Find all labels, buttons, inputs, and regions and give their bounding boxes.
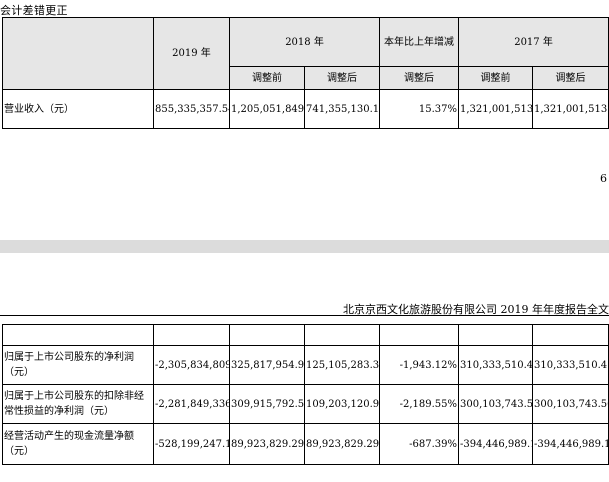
header-2018-after: 调整后 <box>303 66 381 90</box>
row-label: 归属于上市公司股东的扣除非经常性损益的净利润（元） <box>2 384 154 424</box>
header-blank-cell <box>2 17 154 90</box>
header-2017-before: 调整前 <box>458 66 534 90</box>
cell-2018-after: 89,923,829.29 <box>304 423 380 465</box>
cell-2019: -528,199,247.16 <box>153 423 230 465</box>
header-2018: 2018 年 <box>228 17 381 67</box>
cell-2017-after: 300,103,743.50 <box>532 384 609 424</box>
header-2017-after: 调整后 <box>532 66 609 90</box>
cell-2019: 855,335,357.54 <box>153 89 230 129</box>
header-2017: 2017 年 <box>458 17 609 67</box>
restatement-table-top: 2019 年 2018 年 本年比上年增减 2017 年 调整前 调整后 调整后… <box>2 17 609 129</box>
cell-2017-before: 1,321,001,513.90 <box>458 89 534 129</box>
cell-2018-after: 109,203,120.94 <box>304 384 380 424</box>
cell-yoy: -1,943.12% <box>379 345 459 385</box>
header-2019: 2019 年 <box>153 17 230 90</box>
cell-2018-before: 309,915,792.55 <box>229 384 305 424</box>
page-number: 6 <box>600 172 607 185</box>
cell-2019: -2,305,834,809.46 <box>153 345 230 385</box>
row-label: 营业收入（元） <box>2 89 154 129</box>
header-yoy: 本年比上年增减 <box>379 17 460 67</box>
cell-2019: -2,281,849,336.65 <box>153 384 230 424</box>
cell-2018-after: 125,105,283.36 <box>304 345 380 385</box>
cell-yoy: -687.39% <box>379 423 459 465</box>
cell-2017-before: -394,446,989.16 <box>458 423 533 465</box>
header-yoy-after: 调整后 <box>379 66 460 90</box>
table-row: 归属于上市公司股东的扣除非经常性损益的净利润（元） -2,281,849,336… <box>2 384 609 424</box>
cell-yoy: -2,189.55% <box>379 384 459 424</box>
table-row: 经营活动产生的现金流量净额（元） -528,199,247.16 89,923,… <box>2 423 609 465</box>
header-2018-before: 调整前 <box>229 66 305 90</box>
cell-2017-after: 1,321,001,513.90 <box>532 89 609 129</box>
cell-2017-after: 310,333,510.41 <box>532 345 609 385</box>
header-rule <box>0 315 609 316</box>
row-label: 经营活动产生的现金流量净额（元） <box>2 423 154 465</box>
cell-2017-after: -394,446,989.16 <box>532 423 609 465</box>
document-header: 北京京西文化旅游股份有限公司 2019 年年度报告全文 <box>343 303 609 316</box>
cell-2017-before: 300,103,743.50 <box>458 384 533 424</box>
section-title: 会计差错更正 <box>0 4 68 17</box>
page-break-gap <box>0 240 609 253</box>
table-top-border-row <box>2 324 609 346</box>
cell-2018-before: 325,817,954.97 <box>229 345 305 385</box>
table-row: 营业收入（元） 855,335,357.54 1,205,051,849.73 … <box>2 89 609 129</box>
cell-2017-before: 310,333,510.41 <box>458 345 533 385</box>
cell-yoy: 15.37% <box>379 89 460 129</box>
cell-2018-after: 741,355,130.12 <box>303 89 381 129</box>
table-row: 归属于上市公司股东的净利润（元） -2,305,834,809.46 325,8… <box>2 345 609 385</box>
restatement-table-bottom: 归属于上市公司股东的净利润（元） -2,305,834,809.46 325,8… <box>2 324 609 465</box>
cell-2018-before: 1,205,051,849.73 <box>229 89 305 129</box>
row-label: 归属于上市公司股东的净利润（元） <box>2 345 154 385</box>
cell-2018-before: 89,923,829.29 <box>229 423 305 465</box>
